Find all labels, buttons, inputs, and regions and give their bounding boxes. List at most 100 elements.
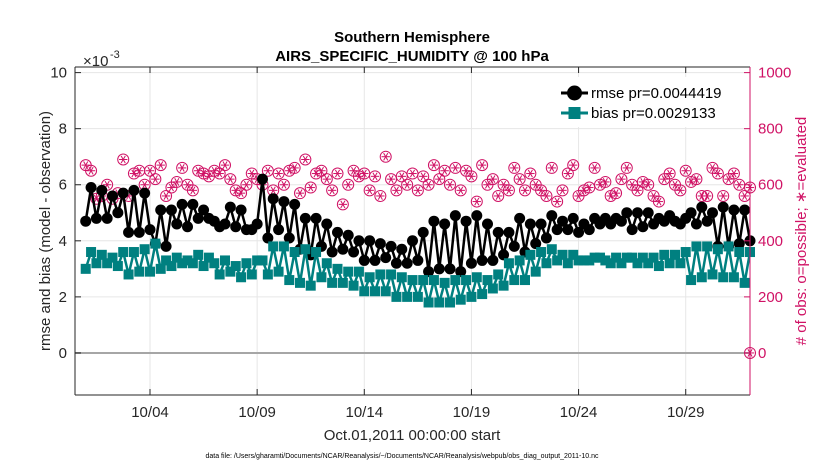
obs-marker (336, 198, 349, 211)
obs-possible-circle (652, 195, 665, 208)
obs-evaluated-asterisk (559, 186, 566, 195)
obs-evaluated-asterisk (543, 192, 549, 200)
bias-point (96, 249, 107, 260)
rmse-point (80, 215, 92, 227)
obs-evaluated-asterisk (308, 183, 314, 192)
obs-marker (674, 184, 687, 197)
obs-evaluated-asterisk (324, 175, 330, 184)
bias-point (343, 266, 354, 277)
rmse-point (433, 263, 445, 275)
rmse-point (96, 184, 108, 196)
obs-marker (470, 195, 483, 208)
obs-marker (519, 184, 531, 197)
obs-marker (524, 167, 537, 180)
obs-evaluated-asterisk (570, 161, 576, 170)
bias-point (128, 247, 139, 258)
obs-marker (492, 189, 505, 202)
bias-point (712, 244, 723, 255)
obs-marker (610, 187, 623, 200)
obs-evaluated-asterisk (683, 166, 689, 175)
obs-evaluated-asterisk (720, 192, 726, 200)
obs-marker (583, 181, 596, 194)
obs-evaluated-asterisk (640, 178, 646, 186)
obs-marker (433, 173, 446, 186)
obs-marker (294, 187, 306, 200)
bias-point (520, 275, 530, 286)
rmse-point (476, 254, 488, 266)
obs-marker (465, 170, 478, 183)
bias-point (637, 252, 648, 263)
bias-point (321, 258, 332, 269)
rmse-point (401, 257, 413, 269)
obs-possible-circle (144, 164, 156, 177)
bias-point (273, 266, 284, 277)
rmse-series (80, 173, 756, 278)
obs-marker (422, 178, 435, 191)
rmse-point (364, 235, 376, 247)
bias-point (353, 266, 364, 277)
obs-evaluated-asterisk (511, 164, 517, 172)
rmse-point (423, 266, 435, 278)
rmse-point (567, 212, 579, 224)
rmse-point (192, 212, 204, 224)
bias-point (370, 286, 380, 297)
x-tick-label: 10/04 (131, 404, 169, 421)
rmse-point (353, 235, 365, 247)
obs-evaluated-asterisk (217, 169, 223, 178)
bias-point (107, 252, 118, 263)
obs-evaluated-asterisk (195, 166, 201, 175)
obs-evaluated-asterisk (227, 175, 233, 184)
bias-point (600, 255, 611, 266)
bias-point (514, 255, 525, 266)
bias-point (268, 241, 279, 252)
obs-marker (663, 167, 676, 180)
obs-marker (599, 175, 612, 188)
rmse-point (503, 226, 515, 238)
bias-point (348, 280, 359, 291)
y-right-tick-label: 400 (758, 233, 783, 250)
obs-possible-circle (674, 184, 687, 197)
bias-point (439, 277, 450, 288)
obs-marker (176, 161, 189, 174)
axes: 10/04 10/09 10/14 10/19 10/24 10/29 0 2 4 6 8 10 0 20… (50, 65, 791, 421)
obs-evaluated-asterisk (361, 169, 367, 178)
bias-point (182, 255, 193, 266)
bias-point (118, 247, 129, 258)
x-tick-label: 10/19 (453, 404, 491, 421)
rmse-point (257, 173, 268, 185)
y-right-tick-label: 600 (758, 177, 783, 194)
obs-marker (149, 173, 162, 186)
obs-possible-circle (160, 189, 173, 202)
legend-rmse-marker (567, 85, 582, 101)
rmse-point (139, 187, 151, 199)
bias-series (80, 238, 755, 308)
y-axis-right-label: # of obs: o=possible; ∗=evaluated (793, 117, 810, 346)
data-file-footnote: data file: /Users/gharamti/Documents/NCA… (205, 453, 599, 460)
obs-possible-circle (331, 167, 344, 180)
obs-evaluated-asterisk (83, 161, 89, 170)
obs-evaluated-asterisk (270, 186, 276, 195)
obs-marker (717, 189, 730, 202)
bias-point (295, 277, 305, 288)
obs-marker (326, 184, 339, 197)
obs-evaluated-asterisk (372, 172, 378, 181)
rmse-point (171, 218, 183, 230)
obs-evaluated-asterisk (452, 164, 458, 172)
obs-possible-circle (304, 181, 317, 194)
rmse-point (396, 243, 408, 255)
rmse-point (632, 207, 643, 219)
rmse-point (374, 238, 386, 250)
obs-evaluated-asterisk (201, 169, 207, 178)
rmse-point (385, 240, 397, 252)
obs-possible-circle (294, 187, 306, 200)
bias-point (434, 297, 445, 308)
obs-evaluated-asterisk (463, 166, 469, 175)
rmse-point (508, 240, 520, 252)
y-right-tick-label: 800 (758, 121, 783, 138)
bias-point (493, 269, 504, 280)
obs-evaluated-asterisk (249, 169, 255, 178)
obs-evaluated-asterisk (190, 186, 196, 195)
obs-marker (652, 195, 665, 208)
bias-point (541, 258, 552, 269)
